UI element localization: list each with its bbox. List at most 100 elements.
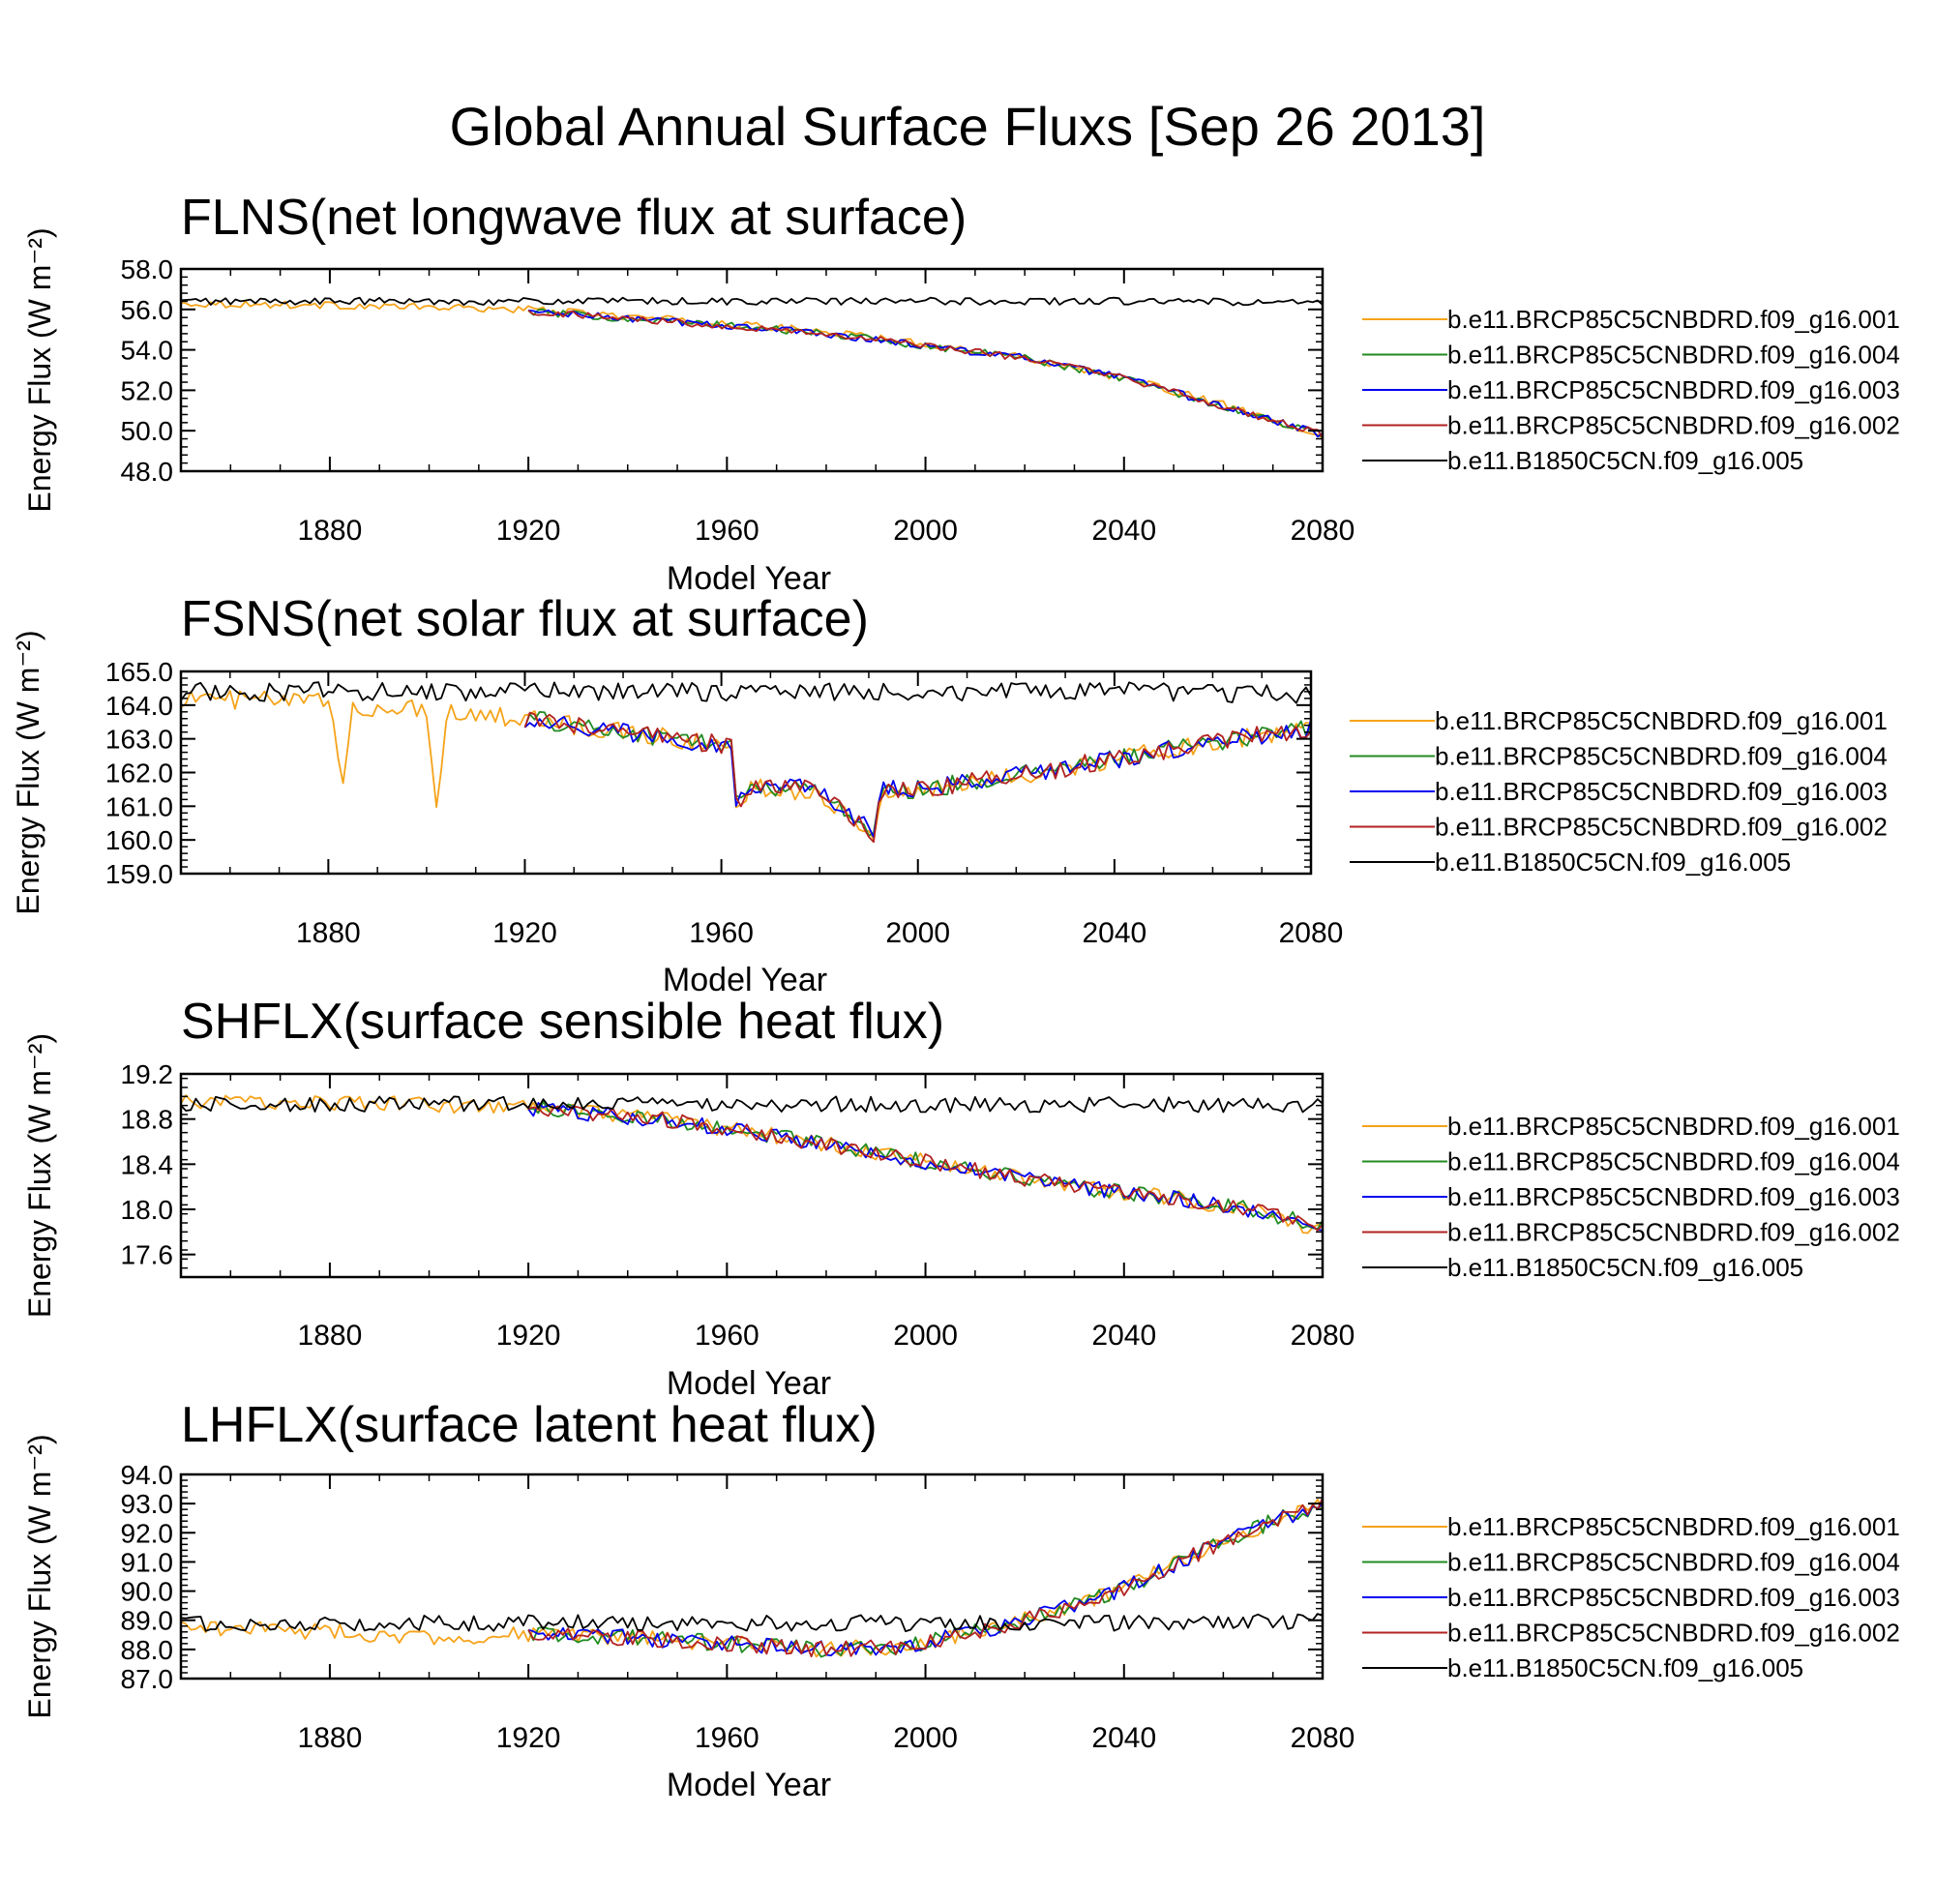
legend-label: b.e11.BRCP85C5CNBDRD.f09_g16.002 — [1435, 813, 1888, 842]
x-axis-label: Model Year — [667, 560, 831, 597]
x-tick-label: 1920 — [496, 515, 561, 547]
y-tick-label: 94.0 — [121, 1460, 174, 1490]
legend-label: b.e11.B1850C5CN.f09_g16.005 — [1447, 1253, 1803, 1282]
panel-title: LHFLX(surface latent heat flux) — [181, 1397, 878, 1453]
y-tick-label: 88.0 — [121, 1635, 174, 1665]
y-tick-label: 58.0 — [121, 254, 174, 284]
panel-title: FLNS(net longwave flux at surface) — [181, 190, 967, 246]
series-line — [180, 300, 1324, 439]
y-tick-label: 160.0 — [105, 825, 173, 855]
panel-1: FLNS(net longwave flux at surface)58.0 56… — [22, 190, 1900, 597]
y-tick-label: 17.6 — [121, 1240, 174, 1270]
legend-label: b.e11.BRCP85C5CNBDRD.f09_g16.004 — [1447, 341, 1900, 370]
y-tick-label: 93.0 — [121, 1489, 174, 1519]
x-tick-label: 2080 — [1291, 1320, 1355, 1352]
legend: b.e11.BRCP85C5CNBDRD.f09_g16.001 b.e11.BR… — [1362, 1112, 1900, 1282]
y-tick-label: 19.2 — [121, 1059, 174, 1089]
series-line — [527, 310, 1324, 438]
x-tick-label: 2040 — [1091, 1320, 1156, 1352]
y-tick-label: 165.0 — [105, 657, 173, 687]
y-tick-label: 50.0 — [121, 416, 174, 446]
x-tick-label: 2000 — [885, 917, 950, 949]
y-tick-label: 92.0 — [121, 1518, 174, 1548]
y-tick-label: 48.0 — [121, 457, 174, 487]
x-tick-label: 2000 — [893, 1320, 958, 1352]
x-tick-label: 2040 — [1091, 1722, 1156, 1754]
series-line — [527, 309, 1324, 438]
x-tick-label: 1880 — [298, 1320, 363, 1352]
x-tick-label: 1920 — [496, 1320, 561, 1352]
legend-label: b.e11.BRCP85C5CNBDRD.f09_g16.001 — [1447, 1112, 1900, 1141]
y-axis-label: Energy Flux (W m⁻²) — [22, 1434, 57, 1718]
legend-label: b.e11.BRCP85C5CNBDRD.f09_g16.003 — [1447, 1583, 1900, 1612]
series-group — [180, 681, 1312, 844]
panel-title: FSNS(net solar flux at surface) — [181, 591, 869, 647]
y-tick-label: 18.8 — [121, 1105, 174, 1135]
series-line — [527, 308, 1324, 437]
x-axis-label: Model Year — [663, 962, 827, 998]
x-tick-label: 1960 — [695, 1722, 759, 1754]
x-tick-label: 2080 — [1279, 917, 1344, 949]
legend-label: b.e11.BRCP85C5CNBDRD.f09_g16.002 — [1447, 411, 1900, 440]
y-axis-label: Energy Flux (W m⁻²) — [22, 227, 57, 512]
x-tick-label: 1960 — [689, 917, 754, 949]
series-group — [180, 1094, 1324, 1235]
x-tick-label: 2080 — [1291, 1722, 1355, 1754]
y-tick-label: 87.0 — [121, 1664, 174, 1694]
x-tick-label: 2000 — [893, 515, 958, 547]
series-line — [180, 1613, 1324, 1632]
x-tick-label: 2000 — [893, 1722, 958, 1754]
plot-frame — [179, 1072, 1325, 1279]
legend-label: b.e11.BRCP85C5CNBDRD.f09_g16.002 — [1447, 1619, 1900, 1648]
y-tick-label: 162.0 — [105, 759, 173, 788]
legend: b.e11.BRCP85C5CNBDRD.f09_g16.001 b.e11.BR… — [1350, 706, 1888, 877]
series-line — [523, 711, 1312, 844]
plot-frame — [179, 267, 1325, 473]
y-axis-label: Energy Flux (W m⁻²) — [11, 630, 45, 914]
legend-label: b.e11.B1850C5CN.f09_g16.005 — [1435, 848, 1791, 877]
legend-label: b.e11.BRCP85C5CNBDRD.f09_g16.004 — [1447, 1548, 1900, 1577]
legend-label: b.e11.BRCP85C5CNBDRD.f09_g16.001 — [1435, 706, 1888, 735]
figure-title: Global Annual Surface Fluxs [Sep 26 2013… — [450, 96, 1486, 157]
y-tick-label: 91.0 — [121, 1547, 174, 1577]
legend-label: b.e11.BRCP85C5CNBDRD.f09_g16.003 — [1447, 1182, 1900, 1211]
y-tick-label: 18.4 — [121, 1149, 174, 1179]
y-tick-label: 56.0 — [121, 295, 174, 325]
x-tick-label: 1880 — [298, 515, 363, 547]
panel-title: SHFLX(surface sensible heat flux) — [181, 994, 944, 1050]
series-line — [180, 1094, 1324, 1235]
legend-label: b.e11.BRCP85C5CNBDRD.f09_g16.002 — [1447, 1218, 1900, 1247]
series-line — [523, 716, 1312, 839]
y-tick-label: 89.0 — [121, 1606, 174, 1636]
x-tick-label: 1960 — [695, 515, 759, 547]
x-tick-label: 2080 — [1291, 515, 1355, 547]
panel-3: SHFLX(surface sensible heat flux)19.2 18.… — [22, 994, 1900, 1402]
series-line — [180, 690, 1312, 841]
x-tick-label: 2040 — [1082, 917, 1146, 949]
legend-label: b.e11.BRCP85C5CNBDRD.f09_g16.004 — [1447, 1147, 1900, 1176]
plot-frame — [179, 669, 1313, 876]
x-axis-label: Model Year — [667, 1767, 831, 1803]
series-group — [180, 1497, 1324, 1658]
legend: b.e11.BRCP85C5CNBDRD.f09_g16.001 b.e11.BR… — [1362, 1512, 1900, 1682]
legend-label: b.e11.B1850C5CN.f09_g16.005 — [1447, 1653, 1803, 1682]
legend-label: b.e11.BRCP85C5CNBDRD.f09_g16.004 — [1435, 742, 1888, 771]
plot-frame — [179, 1473, 1325, 1681]
x-tick-label: 1920 — [492, 917, 557, 949]
series-line — [527, 1105, 1324, 1232]
series-line — [180, 1095, 1324, 1114]
legend-label: b.e11.BRCP85C5CNBDRD.f09_g16.001 — [1447, 305, 1900, 334]
y-tick-label: 54.0 — [121, 336, 174, 366]
x-tick-label: 1880 — [296, 917, 361, 949]
y-tick-label: 163.0 — [105, 725, 173, 755]
y-tick-label: 18.0 — [121, 1195, 174, 1225]
y-tick-label: 159.0 — [105, 859, 173, 889]
legend-label: b.e11.BRCP85C5CNBDRD.f09_g16.001 — [1447, 1512, 1900, 1541]
x-tick-label: 1920 — [496, 1722, 561, 1754]
y-axis-label: Energy Flux (W m⁻²) — [22, 1033, 57, 1318]
panel-2: FSNS(net solar flux at surface) 165.0 164.… — [11, 591, 1888, 998]
x-tick-label: 1880 — [298, 1722, 363, 1754]
legend: b.e11.BRCP85C5CNBDRD.f09_g16.001 b.e11.BR… — [1362, 305, 1900, 475]
series-line — [527, 1502, 1324, 1656]
